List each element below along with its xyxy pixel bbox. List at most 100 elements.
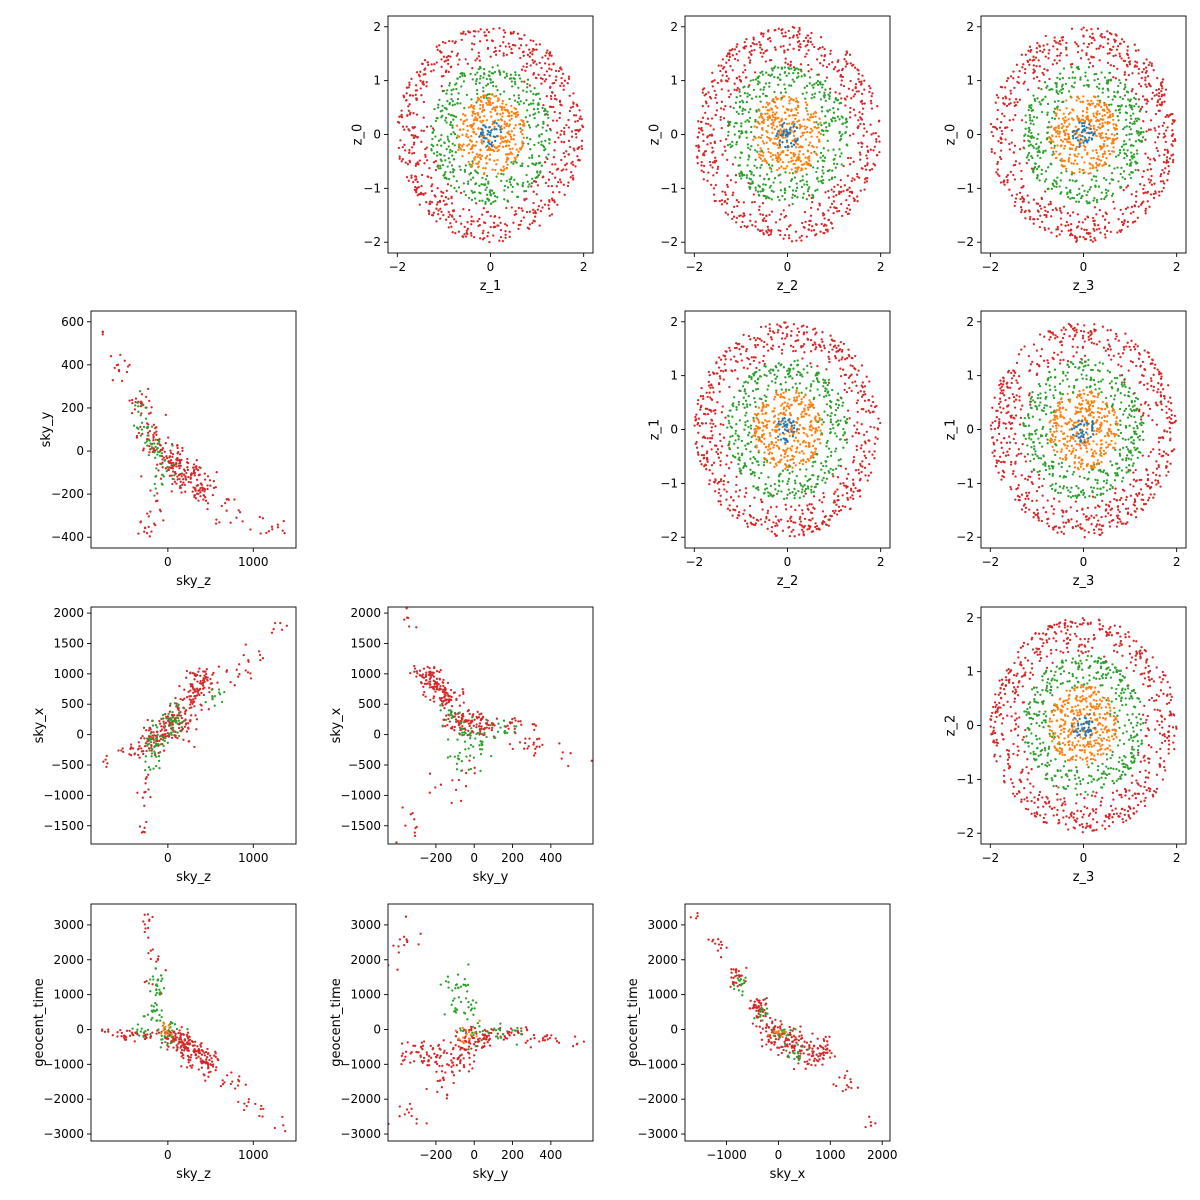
scatter-point [766,118,770,121]
scatter-point [1144,83,1147,86]
scatter-point [762,345,765,349]
scatter-point [481,238,485,241]
scatter-point [522,89,525,92]
scatter-point [798,523,802,526]
scatter-point [760,500,763,504]
scatter-point [829,343,832,346]
scatter-point [1044,34,1047,38]
scatter-point [759,518,762,521]
scatter-point [700,120,703,124]
scatter-point [508,180,512,184]
scatter-point [1135,119,1138,123]
scatter-point [1038,179,1041,182]
scatter-point [1067,224,1070,227]
scatter-point [1158,190,1161,193]
scatter-point [1071,76,1074,79]
scatter-point [533,116,536,120]
scatter-point [515,148,518,151]
scatter-point [1063,119,1066,122]
scatter-point [835,513,839,516]
scatter-point [837,495,840,498]
scatter-point [539,209,543,213]
scatter-point [422,80,425,83]
scatter-point [812,506,815,509]
scatter-point [759,150,762,153]
scatter-point [510,161,513,164]
scatter-point [835,346,838,350]
scatter-point [806,190,810,193]
scatter-point [453,186,456,190]
scatter-point [1162,121,1166,125]
scatter-point [1070,117,1074,120]
scatter-point [422,129,426,133]
scatter-point [780,66,783,69]
scatter-point [1165,161,1168,164]
scatter-point [518,47,521,50]
scatter-point [751,224,754,227]
scatter-point [1055,114,1058,117]
scatter-point [1153,127,1156,130]
scatter-point [448,84,451,87]
scatter-point [835,503,838,506]
scatter-point [712,128,715,131]
scatter-point [544,139,547,142]
scatter-point [547,138,551,141]
scatter-point [870,94,873,98]
x-axis-label: z_1 [480,279,502,294]
scatter-point [488,158,491,161]
scatter-point [826,228,829,231]
scatter-point [1043,205,1046,209]
scatter-point [1112,75,1115,79]
scatter-point [535,193,538,196]
scatter-point [479,132,483,136]
scatter-point [795,158,799,161]
scatter-point [700,126,703,130]
scatter-point [1162,78,1165,81]
scatter-point [1027,158,1030,162]
scatter-point [502,140,505,144]
scatter-point [1032,55,1035,58]
scatter-point [798,32,801,36]
scatter-point [733,57,737,61]
scatter-point [871,453,874,456]
scatter-point [430,189,434,193]
scatter-point [510,114,513,117]
scatter-point [1156,136,1160,139]
scatter-point [1023,147,1026,150]
scatter-point [1035,167,1039,171]
scatter-point [1097,47,1101,50]
scatter-point [761,189,764,193]
scatter-point [1106,52,1109,55]
scatter-point [543,113,547,116]
scatter-point [468,31,472,34]
scatter-point [1078,187,1081,191]
scatter-point [779,78,782,81]
scatter-point [451,209,455,212]
scatter-point [1149,158,1152,161]
scatter-point [446,165,449,168]
scatter-point [1107,189,1110,192]
scatter-point [702,457,705,460]
scatter-point [488,240,491,244]
scatter-point [792,98,795,102]
scatter-point [466,129,469,132]
scatter-point [832,212,835,215]
scatter-point [1048,140,1051,144]
scatter-point [1080,227,1083,230]
scatter-point [814,110,817,114]
scatter-point [764,197,768,200]
scatter-point [563,126,566,130]
scatter-point [1052,45,1055,48]
scatter-point [1146,75,1150,78]
scatter-point [1145,85,1148,89]
scatter-point [731,163,735,166]
scatter-point [560,68,563,71]
scatter-point [820,338,823,341]
scatter-point [779,518,783,521]
scatter-point [435,207,438,210]
scatter-point [1036,177,1039,180]
scatter-point [1127,91,1130,94]
scatter-point [1065,220,1069,224]
scatter-point [1156,149,1159,153]
scatter-point [1122,148,1125,151]
